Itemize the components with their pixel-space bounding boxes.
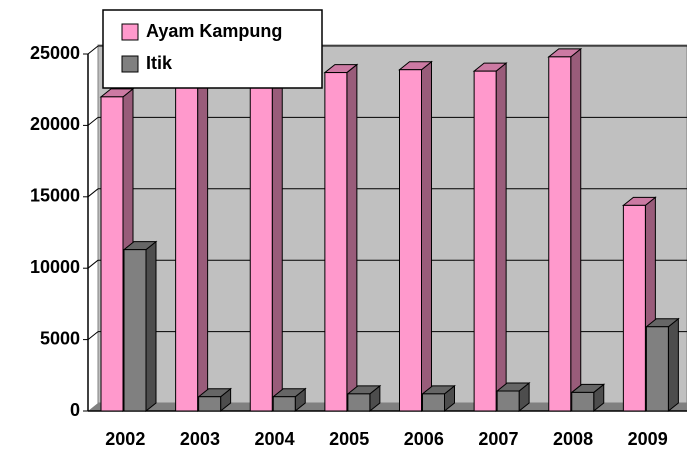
grid-line xyxy=(87,259,99,269)
legend-swatch xyxy=(121,23,139,41)
bar xyxy=(422,393,445,412)
x-tick-label: 2004 xyxy=(255,429,295,449)
bar-side xyxy=(145,240,157,413)
bar-side xyxy=(271,62,283,413)
legend-box xyxy=(102,9,323,89)
bar xyxy=(473,70,497,412)
x-tick-label: 2008 xyxy=(553,429,593,449)
bar xyxy=(123,249,147,412)
bar xyxy=(399,69,422,412)
bar xyxy=(100,96,124,412)
x-tick-label: 2006 xyxy=(404,429,444,449)
grid-line xyxy=(87,331,99,340)
bar-side xyxy=(346,63,358,413)
y-tick-label: 15000 xyxy=(30,186,80,206)
bar xyxy=(571,391,595,412)
bar xyxy=(272,396,296,412)
x-tick-label: 2003 xyxy=(180,429,220,449)
bar xyxy=(645,326,669,412)
legend-label: Ayam Kampung xyxy=(146,21,282,41)
x-tick-label: 2002 xyxy=(105,429,145,449)
bar xyxy=(175,83,199,412)
grid-line xyxy=(87,45,99,55)
legend-swatch xyxy=(121,55,139,73)
x-tick-label: 2005 xyxy=(329,429,369,449)
bar-side xyxy=(495,62,507,413)
bar xyxy=(622,204,646,412)
y-tick-label: 10000 xyxy=(30,257,80,277)
bar-side xyxy=(667,317,679,413)
bar-side xyxy=(570,47,582,413)
legend-label: Itik xyxy=(146,53,173,73)
y-tick-label: 25000 xyxy=(30,43,80,63)
x-tick-label: 2007 xyxy=(478,429,518,449)
bar xyxy=(324,72,348,412)
y-tick-label: 0 xyxy=(70,400,80,420)
bar xyxy=(548,56,572,412)
bar xyxy=(347,393,371,412)
grid-line xyxy=(87,117,99,126)
bar-side xyxy=(197,74,209,413)
floor xyxy=(88,403,687,411)
y-tick-label: 5000 xyxy=(40,328,80,348)
bar xyxy=(496,390,520,412)
back-wall xyxy=(97,44,687,404)
bar-side xyxy=(421,60,432,413)
grid-line xyxy=(87,188,99,198)
bar xyxy=(249,70,273,412)
y-tick-label: 20000 xyxy=(30,114,80,134)
legend: Ayam Kampung Itik xyxy=(102,9,323,89)
x-tick-label: 2009 xyxy=(628,429,668,449)
bar xyxy=(198,396,222,412)
